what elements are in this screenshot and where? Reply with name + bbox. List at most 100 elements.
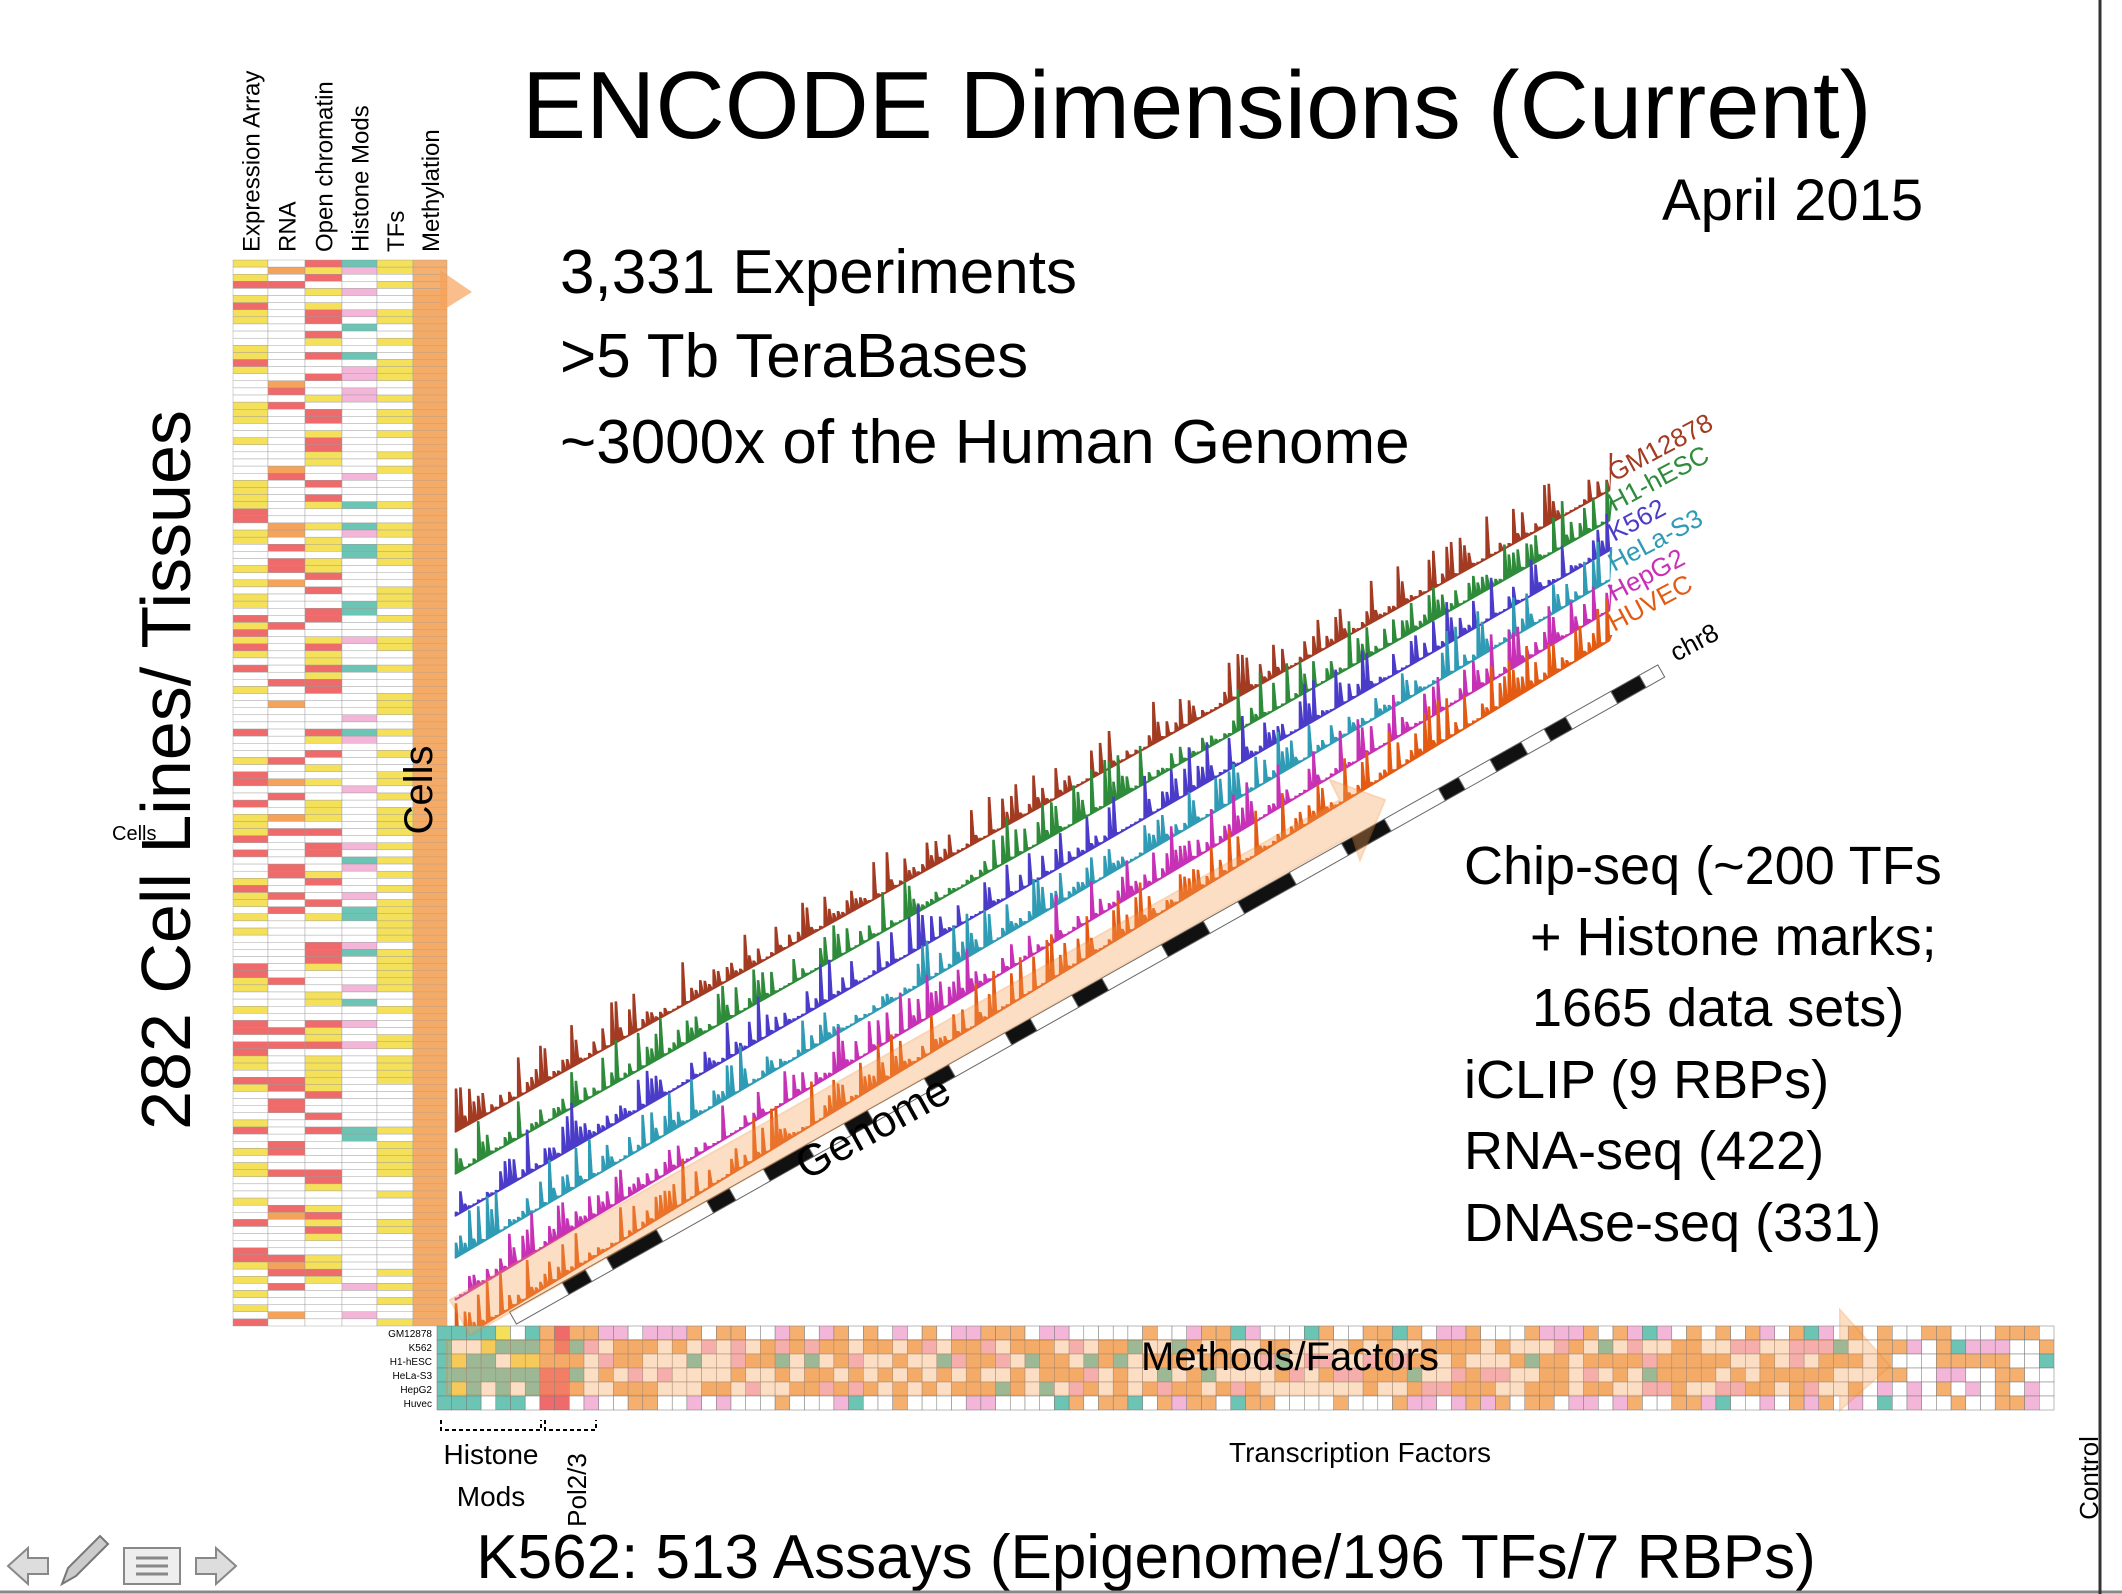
matrix-cell	[232, 934, 269, 943]
assay-column-label: Methylation	[418, 129, 445, 252]
matrix-cell	[232, 1197, 269, 1206]
matrix-cell	[341, 913, 378, 922]
matrix-cell	[232, 1226, 269, 1234]
matrix-cell	[376, 416, 414, 424]
matrix-cell	[267, 1226, 306, 1234]
matrix-cell	[267, 579, 306, 588]
nav-pen[interactable]	[60, 1534, 110, 1587]
matrix-cell	[232, 1048, 269, 1057]
matrix-cell	[304, 536, 343, 545]
matrix-cell	[1480, 1395, 1496, 1411]
matrix-cell	[2009, 1367, 2025, 1383]
matrix-cell	[304, 693, 343, 701]
matrix-cell	[1098, 1395, 1114, 1411]
matrix-cell	[1215, 1395, 1232, 1411]
matrix-cell	[341, 970, 378, 978]
matrix-cell	[304, 664, 343, 673]
matrix-cell	[304, 1006, 343, 1014]
matrix-cell	[267, 600, 306, 609]
methods-arrow	[446, 1307, 1892, 1413]
matrix-cell	[376, 494, 414, 502]
matrix-cell	[376, 536, 414, 545]
matrix-cell	[267, 1297, 306, 1305]
matrix-cell	[1789, 1325, 1805, 1341]
matrix-cell	[267, 821, 306, 829]
matrix-cell	[267, 508, 306, 517]
matrix-cell	[267, 330, 306, 339]
matrix-cell	[1936, 1325, 1952, 1341]
matrix-cell	[304, 792, 343, 801]
matrix-cell	[304, 913, 343, 922]
matrix-cell	[583, 1395, 599, 1411]
matrix-cell	[267, 1112, 306, 1121]
matrix-cell	[583, 1325, 599, 1341]
matrix-cell	[267, 842, 306, 851]
matrix-cell	[376, 1197, 414, 1206]
matrix-cell	[304, 1126, 343, 1135]
matrix-cell	[539, 1325, 555, 1341]
matrix-cell	[1789, 1395, 1805, 1411]
matrix-cell	[1950, 1339, 1967, 1355]
matrix-cell	[267, 956, 306, 964]
matrix-cell	[1642, 1325, 1658, 1341]
matrix-cell	[341, 1190, 378, 1199]
matrix-cell	[232, 309, 269, 318]
matrix-cell	[341, 757, 378, 765]
nav-back[interactable]	[6, 1545, 49, 1587]
matrix-cell	[1921, 1367, 1937, 1383]
matrix-cell	[304, 721, 343, 730]
matrix-cell	[376, 572, 414, 581]
matrix-cell	[232, 1162, 269, 1170]
matrix-cell	[341, 977, 378, 986]
matrix-cell	[376, 700, 414, 708]
matrix-cell	[232, 1055, 269, 1064]
summary-line: DNAse-seq (331)	[1464, 1193, 1881, 1253]
matrix-cell	[304, 579, 343, 588]
matrix-cell	[267, 1133, 306, 1142]
matrix-cell	[341, 1112, 378, 1121]
matrix-cell	[376, 430, 414, 438]
matrix-cell	[657, 1325, 673, 1341]
matrix-cell	[267, 735, 306, 744]
matrix-cell	[2024, 1339, 2040, 1355]
matrix-cell	[304, 764, 343, 772]
matrix-cell	[1583, 1395, 1599, 1411]
matrix-cell	[1010, 1395, 1026, 1411]
matrix-cell	[232, 281, 269, 289]
matrix-cell	[232, 707, 269, 716]
matrix-cell	[304, 387, 343, 396]
matrix-cell	[232, 700, 269, 708]
matrix-cell	[304, 927, 343, 936]
matrix-cell	[1524, 1325, 1540, 1341]
matrix-cell	[376, 359, 414, 367]
matrix-cell	[232, 956, 269, 964]
matrix-cell	[598, 1325, 614, 1341]
matrix-cell	[341, 828, 378, 836]
matrix-cell	[232, 1084, 269, 1092]
matrix-cell	[232, 608, 269, 616]
matrix-cell	[341, 679, 378, 687]
matrix-cell	[267, 586, 306, 595]
matrix-cell	[304, 366, 343, 374]
nav-forward[interactable]	[195, 1545, 238, 1587]
matrix-cell	[304, 593, 343, 602]
matrix-cell	[232, 870, 269, 879]
matrix-cell	[376, 1006, 414, 1014]
matrix-cell	[376, 1254, 414, 1263]
factor-row-label: HepG2	[400, 1385, 432, 1396]
matrix-cell	[1112, 1325, 1129, 1341]
matrix-cell	[341, 1027, 378, 1035]
matrix-cell	[267, 1105, 306, 1114]
matrix-cell	[267, 927, 306, 936]
matrix-cell	[304, 799, 343, 808]
matrix-cell	[267, 750, 306, 758]
matrix-cell	[1642, 1395, 1658, 1411]
matrix-cell	[304, 1055, 343, 1064]
matrix-cell	[267, 693, 306, 701]
matrix-cell	[267, 281, 306, 289]
matrix-cell	[341, 991, 378, 1000]
matrix-cell	[267, 977, 306, 986]
matrix-cell	[376, 664, 414, 673]
matrix-cell	[341, 721, 378, 730]
matrix-cell	[1304, 1395, 1320, 1411]
